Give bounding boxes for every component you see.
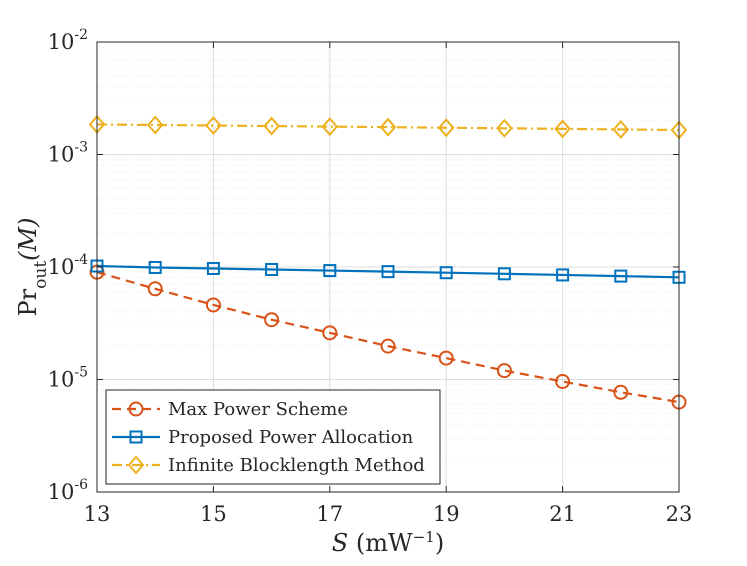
y-label-arg: (M) bbox=[14, 218, 42, 261]
data-point bbox=[439, 266, 453, 280]
x-tick-label: 13 bbox=[84, 502, 111, 526]
data-point bbox=[612, 119, 630, 139]
legend-marker bbox=[129, 430, 143, 444]
legend: Max Power Scheme Proposed Power Allocatio… bbox=[105, 389, 441, 485]
data-point bbox=[205, 115, 222, 136]
legend-entry: Proposed Power Allocation bbox=[112, 427, 414, 448]
data-point bbox=[205, 297, 221, 313]
data-point bbox=[264, 312, 280, 328]
data-point bbox=[381, 265, 395, 279]
legend-label: Max Power Scheme bbox=[168, 399, 348, 420]
data-point bbox=[265, 263, 279, 277]
legend-label: Proposed Power Allocation bbox=[168, 427, 414, 448]
data-point bbox=[322, 325, 338, 341]
svg-text:Prout(M): Prout(M) bbox=[14, 218, 51, 317]
data-point bbox=[438, 350, 454, 366]
legend-marker bbox=[128, 401, 144, 417]
data-point bbox=[496, 363, 512, 379]
data-point bbox=[323, 264, 337, 278]
data-point bbox=[497, 267, 511, 281]
legend-entry: Infinite Blocklength Method bbox=[112, 455, 425, 476]
x-tick-label: 19 bbox=[433, 502, 460, 526]
series-layer bbox=[88, 114, 688, 410]
y-tick-label: 10-3 bbox=[48, 140, 88, 167]
series-line bbox=[96, 271, 680, 404]
x-tick-label: 23 bbox=[666, 502, 693, 526]
data-point bbox=[379, 117, 397, 137]
legend-box bbox=[105, 389, 441, 485]
series-line bbox=[96, 123, 680, 132]
legend-items: Max Power Scheme Proposed Power Allocatio… bbox=[112, 399, 425, 476]
data-point bbox=[263, 116, 280, 136]
data-point bbox=[556, 268, 570, 282]
axis-ticks: 13 15 17 19 21 23 10-6 10-5 10-4 10-3 10-2 bbox=[48, 27, 693, 526]
series-line bbox=[96, 264, 680, 279]
data-point bbox=[554, 119, 571, 139]
legend-marker bbox=[127, 455, 145, 475]
data-point bbox=[496, 118, 513, 138]
x-tick-label: 15 bbox=[200, 502, 227, 526]
x-label-unit: (mW bbox=[356, 529, 413, 557]
data-point bbox=[146, 115, 164, 135]
legend-entry: Max Power Scheme bbox=[112, 399, 348, 420]
x-label-exp: −1 bbox=[413, 528, 435, 546]
y-tick-label: 10-5 bbox=[48, 365, 88, 392]
series-2 bbox=[88, 114, 688, 140]
y-tick-label: 10-6 bbox=[48, 477, 88, 504]
data-point bbox=[613, 384, 629, 400]
legend-label: Infinite Blocklength Method bbox=[168, 455, 425, 476]
data-point bbox=[147, 281, 163, 297]
data-point bbox=[321, 117, 339, 137]
series-0 bbox=[89, 264, 687, 410]
x-label-close: ) bbox=[435, 529, 444, 557]
y-label-sub: out bbox=[31, 261, 51, 289]
y-tick-label: 10-2 bbox=[48, 27, 88, 54]
x-label-var: S bbox=[332, 529, 348, 557]
data-point bbox=[437, 118, 455, 138]
data-point bbox=[148, 260, 162, 274]
x-tick-label: 17 bbox=[316, 502, 343, 526]
data-point bbox=[206, 261, 220, 275]
y-tick-label: 10-4 bbox=[48, 252, 88, 279]
data-point bbox=[614, 269, 628, 283]
x-tick-label: 21 bbox=[549, 502, 576, 526]
data-point bbox=[555, 373, 571, 389]
x-axis-label: S (mW−1) bbox=[332, 528, 444, 557]
data-point bbox=[380, 338, 396, 354]
y-axis-label: Prout(M) bbox=[14, 218, 51, 317]
y-label-main: Pr bbox=[14, 288, 42, 316]
